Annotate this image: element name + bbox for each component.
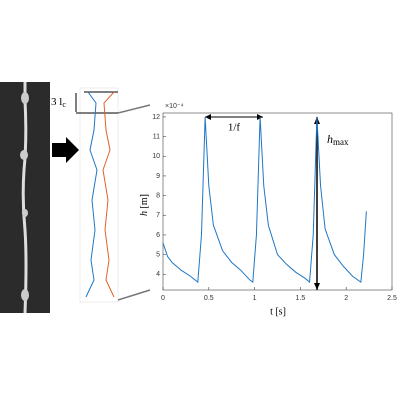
y-tick-label: 11	[153, 133, 160, 140]
x-tick-label: 0.5	[204, 295, 214, 302]
hmax-label: hmax	[327, 132, 349, 147]
data-line	[162, 116, 367, 284]
arrowhead	[205, 114, 211, 120]
y-tick-label: 6	[156, 232, 160, 239]
profile-panel	[79, 87, 119, 303]
length-sub: c	[62, 100, 66, 109]
droplet	[22, 209, 28, 217]
y-tick-label: 10	[152, 153, 160, 160]
hmax-sub: max	[333, 137, 349, 147]
x-tick-label: 2.5	[387, 295, 397, 302]
y-tick-label: 9	[156, 173, 160, 180]
y-exponent: ×10⁻⁴	[165, 103, 184, 110]
plot-frame	[162, 112, 393, 291]
y-tick-label: 7	[156, 212, 160, 219]
profile-right	[102, 91, 115, 298]
y-tick-label: 4	[156, 271, 160, 278]
arrowhead	[314, 283, 320, 290]
y-tick-label: 8	[156, 192, 160, 199]
y-label-symbol: h	[139, 211, 150, 216]
x-tick-label: 1.5	[296, 295, 306, 302]
connector	[117, 104, 151, 114]
arrow	[52, 137, 79, 163]
length-label: 3 lc	[51, 96, 66, 109]
x-tick-label: 1	[253, 295, 257, 302]
droplet	[21, 289, 29, 301]
y-label: h [m]	[139, 194, 150, 216]
x-label: t [s]	[270, 306, 286, 317]
x-tick-label: 2	[344, 295, 348, 302]
hmax-symbol: h	[327, 132, 333, 146]
length-text: 3 l	[51, 96, 62, 108]
y-tick-label: 5	[156, 251, 160, 258]
y-tick-label: 12	[152, 114, 160, 121]
droplet	[20, 150, 28, 160]
period-label: 1/f	[228, 122, 241, 134]
connector	[117, 289, 151, 301]
profile-left	[85, 91, 98, 298]
x-tick-label: 0	[161, 295, 165, 302]
droplet	[21, 92, 29, 104]
y-label-unit: [m]	[139, 194, 150, 208]
